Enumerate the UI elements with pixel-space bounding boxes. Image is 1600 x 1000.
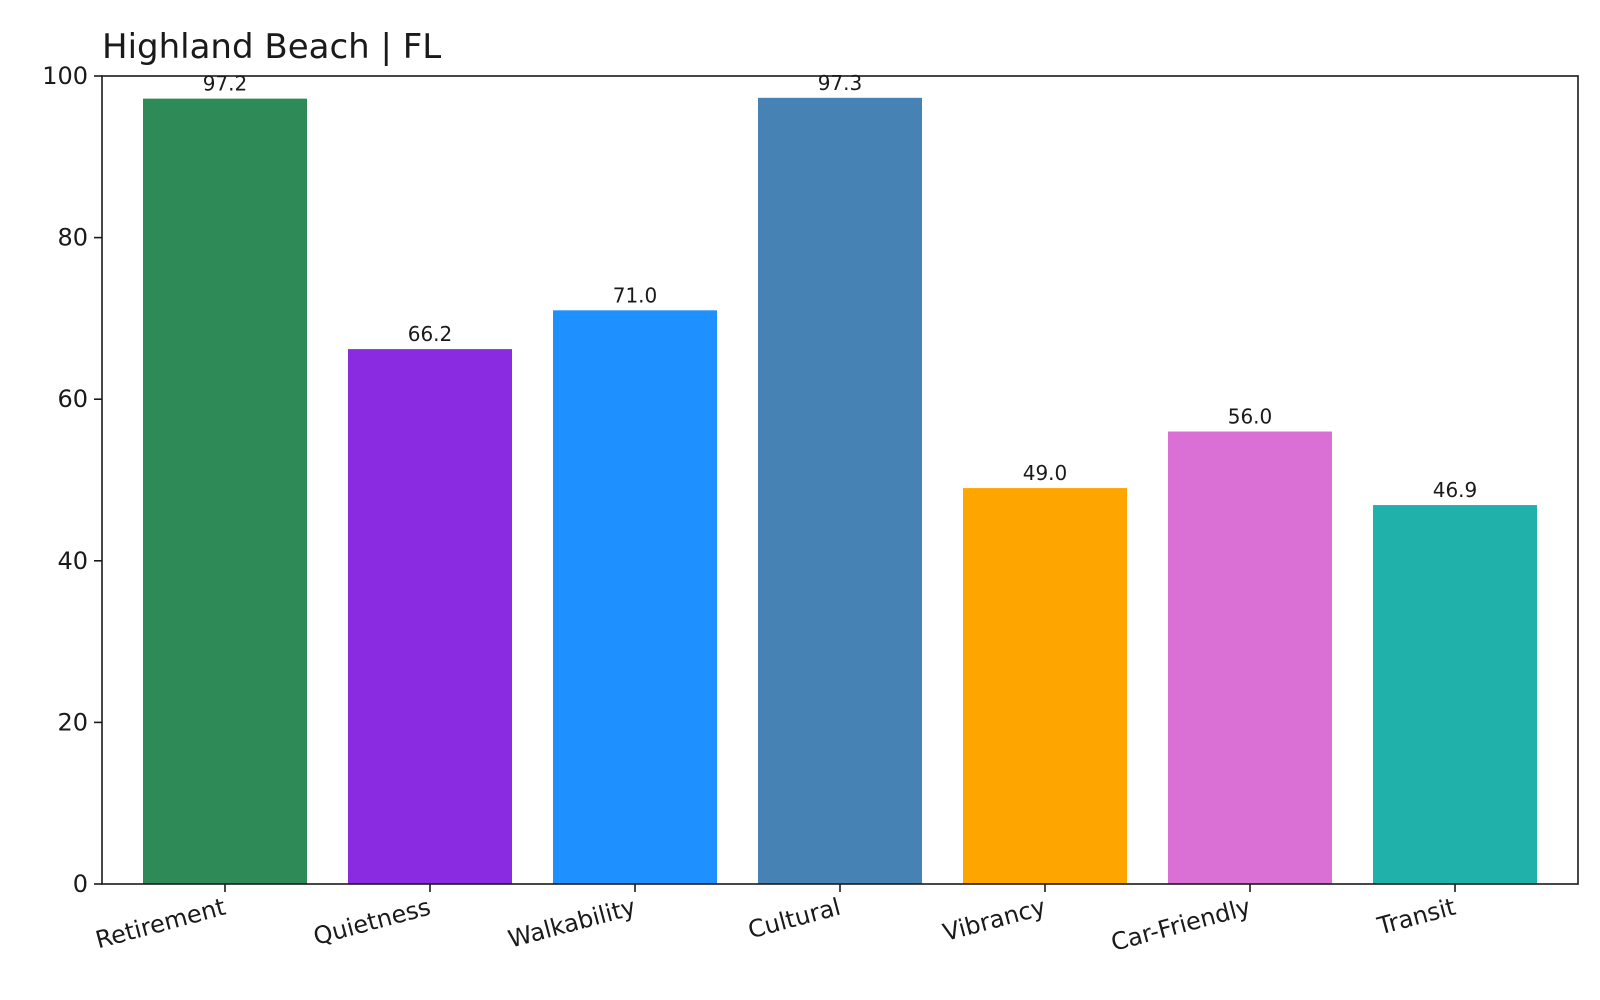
value-label: 66.2: [408, 322, 453, 346]
bar-walkability: [553, 310, 717, 884]
value-label: 46.9: [1433, 478, 1478, 502]
bar-quietness: [348, 349, 512, 884]
y-tick-label: 60: [57, 385, 88, 413]
value-label: 56.0: [1228, 405, 1273, 429]
value-label: 97.3: [818, 71, 863, 95]
x-tick-label: Car-Friendly: [1108, 893, 1254, 957]
y-axis: 0 20 40 60 80 100: [42, 62, 102, 898]
x-tick-label: Cultural: [745, 893, 844, 945]
x-tick-label: Quietness: [310, 893, 433, 951]
y-tick-label: 20: [57, 708, 88, 736]
chart-title: Highland Beach | FL: [102, 27, 441, 67]
bar-transit: [1373, 505, 1537, 884]
value-labels-layer: 97.266.271.097.349.056.046.9: [203, 71, 1478, 502]
x-tick-label: Transit: [1374, 893, 1459, 941]
plot-frame: [101, 75, 1579, 885]
bar-car-friendly: [1168, 431, 1332, 884]
x-tick-label: Retirement: [93, 893, 229, 955]
y-tick-label: 100: [42, 62, 88, 90]
bar-vibrancy: [963, 488, 1127, 884]
value-label: 71.0: [613, 283, 658, 307]
bar-cultural: [758, 97, 922, 885]
y-tick-label: 0: [73, 870, 88, 898]
y-tick-label: 40: [57, 547, 88, 575]
x-tick-label: Walkability: [505, 893, 638, 954]
bars-layer: [143, 97, 1537, 885]
x-tick-label: Vibrancy: [940, 893, 1049, 947]
value-label: 49.0: [1023, 461, 1068, 485]
x-axis: Retirement Quietness Walkability Cultural Vi…: [93, 884, 1459, 957]
y-tick-label: 80: [57, 224, 88, 252]
bar-retirement: [143, 98, 307, 884]
